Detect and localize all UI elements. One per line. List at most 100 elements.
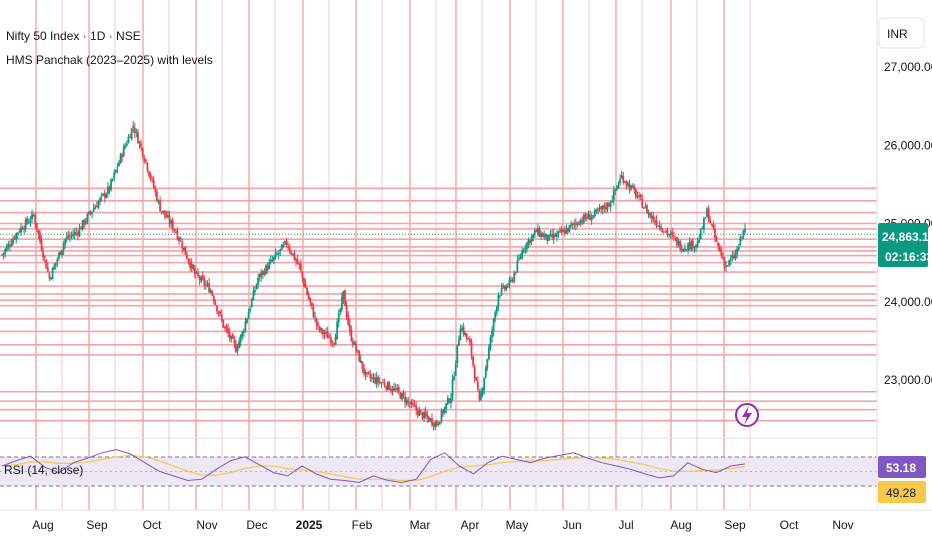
candle-body: [600, 206, 603, 209]
candle-body: [75, 232, 78, 234]
candle-body: [73, 231, 76, 236]
candle-body: [182, 247, 185, 251]
candle-body: [217, 311, 220, 314]
candle-body: [198, 276, 201, 281]
candle-body: [533, 230, 536, 234]
candle-body: [593, 210, 596, 216]
candle-body: [652, 215, 655, 221]
candle-body: [456, 344, 459, 363]
candle-body: [94, 206, 97, 210]
candle-body: [86, 214, 89, 223]
candle-body: [228, 332, 231, 338]
candle-body: [604, 207, 607, 210]
candle-body: [125, 143, 128, 146]
candle-body: [285, 240, 288, 245]
candle-body: [280, 244, 283, 250]
candle-body: [595, 209, 598, 212]
candle-body: [265, 265, 267, 275]
candle-body: [480, 392, 482, 400]
candle-body: [116, 167, 119, 169]
candle-body: [473, 366, 476, 379]
candle-body: [238, 341, 241, 348]
candle-body: [611, 200, 614, 203]
candle-body: [586, 217, 588, 219]
candle-body: [173, 229, 176, 231]
candle-body: [674, 238, 677, 240]
candle-body: [584, 214, 587, 219]
candle-body: [347, 315, 350, 325]
candle-body: [107, 186, 109, 194]
candle-body: [706, 208, 708, 217]
candle-body: [32, 215, 35, 217]
candle-body: [350, 329, 353, 341]
candle-body: [729, 258, 732, 261]
candle-body: [522, 249, 525, 253]
candle-body: [287, 246, 290, 248]
candle-body: [356, 350, 359, 352]
candle-body: [359, 360, 362, 363]
candle-body: [152, 179, 155, 188]
candle-body: [731, 255, 734, 259]
candle-body: [216, 305, 218, 312]
candle-body: [187, 258, 190, 263]
candle-body: [219, 312, 222, 314]
time-axis-label: Nov: [832, 518, 853, 532]
candle-body: [506, 286, 509, 288]
candle-body: [214, 303, 217, 305]
indicator-title[interactable]: HMS Panchak (2023–2025) with levels: [6, 53, 213, 67]
candle-body: [174, 231, 177, 233]
candle-body: [35, 222, 38, 231]
candle-body: [693, 246, 696, 248]
candle-body: [70, 234, 73, 236]
candle-body: [284, 241, 286, 244]
candle-body: [514, 271, 517, 273]
candle-body: [61, 249, 63, 256]
candle-body: [658, 225, 661, 227]
candle-body: [231, 334, 234, 339]
candle-body: [432, 423, 435, 427]
rsi-title[interactable]: RSI (14, close): [4, 463, 83, 477]
price-tag-value: 24,863.10: [882, 230, 932, 244]
candle-body: [524, 248, 527, 250]
candle-body: [603, 204, 606, 209]
candle-body: [740, 237, 743, 239]
lightning-icon[interactable]: [735, 403, 759, 427]
candle-body: [189, 261, 192, 268]
candle-body: [146, 162, 149, 171]
candle-body: [725, 266, 727, 268]
candle-body: [65, 236, 68, 239]
candle-body: [562, 229, 565, 232]
candle-body: [72, 234, 75, 237]
candle-body: [695, 244, 697, 248]
candle-body: [631, 186, 634, 188]
candle-body: [394, 388, 397, 390]
candle-body: [111, 178, 114, 180]
candle-body: [669, 233, 672, 235]
candle-body: [628, 183, 631, 190]
candle-body: [546, 234, 549, 241]
candle-body: [59, 251, 62, 255]
candle-body: [375, 377, 378, 385]
candle-body: [682, 248, 685, 252]
candle-body: [742, 230, 745, 238]
symbol-title[interactable]: Nifty 50 Index · 1D · NSE: [6, 29, 141, 43]
candle-body: [203, 278, 206, 286]
candle-body: [440, 410, 443, 422]
price-axis-label: 26,000.00: [884, 138, 932, 152]
currency-button[interactable]: [878, 17, 925, 49]
time-axis[interactable]: Aug Sep Oct Nov Dec 2025 Feb Mar Apr May Jun Jul Aug…: [0, 509, 932, 550]
candle-body: [39, 232, 41, 242]
candle-body: [597, 208, 599, 211]
candle-body: [649, 213, 652, 217]
candle-body: [322, 329, 324, 334]
candle-body: [76, 232, 79, 236]
candle-body: [83, 219, 86, 225]
main-plot-area[interactable]: [0, 0, 877, 437]
rsi-ma-tag: 49.28: [878, 481, 926, 503]
candle-body: [304, 284, 307, 289]
candle-body: [144, 159, 147, 162]
candle-body: [62, 243, 65, 251]
candle-body: [160, 211, 163, 213]
candle-body: [666, 230, 669, 235]
candle-body: [401, 393, 403, 400]
